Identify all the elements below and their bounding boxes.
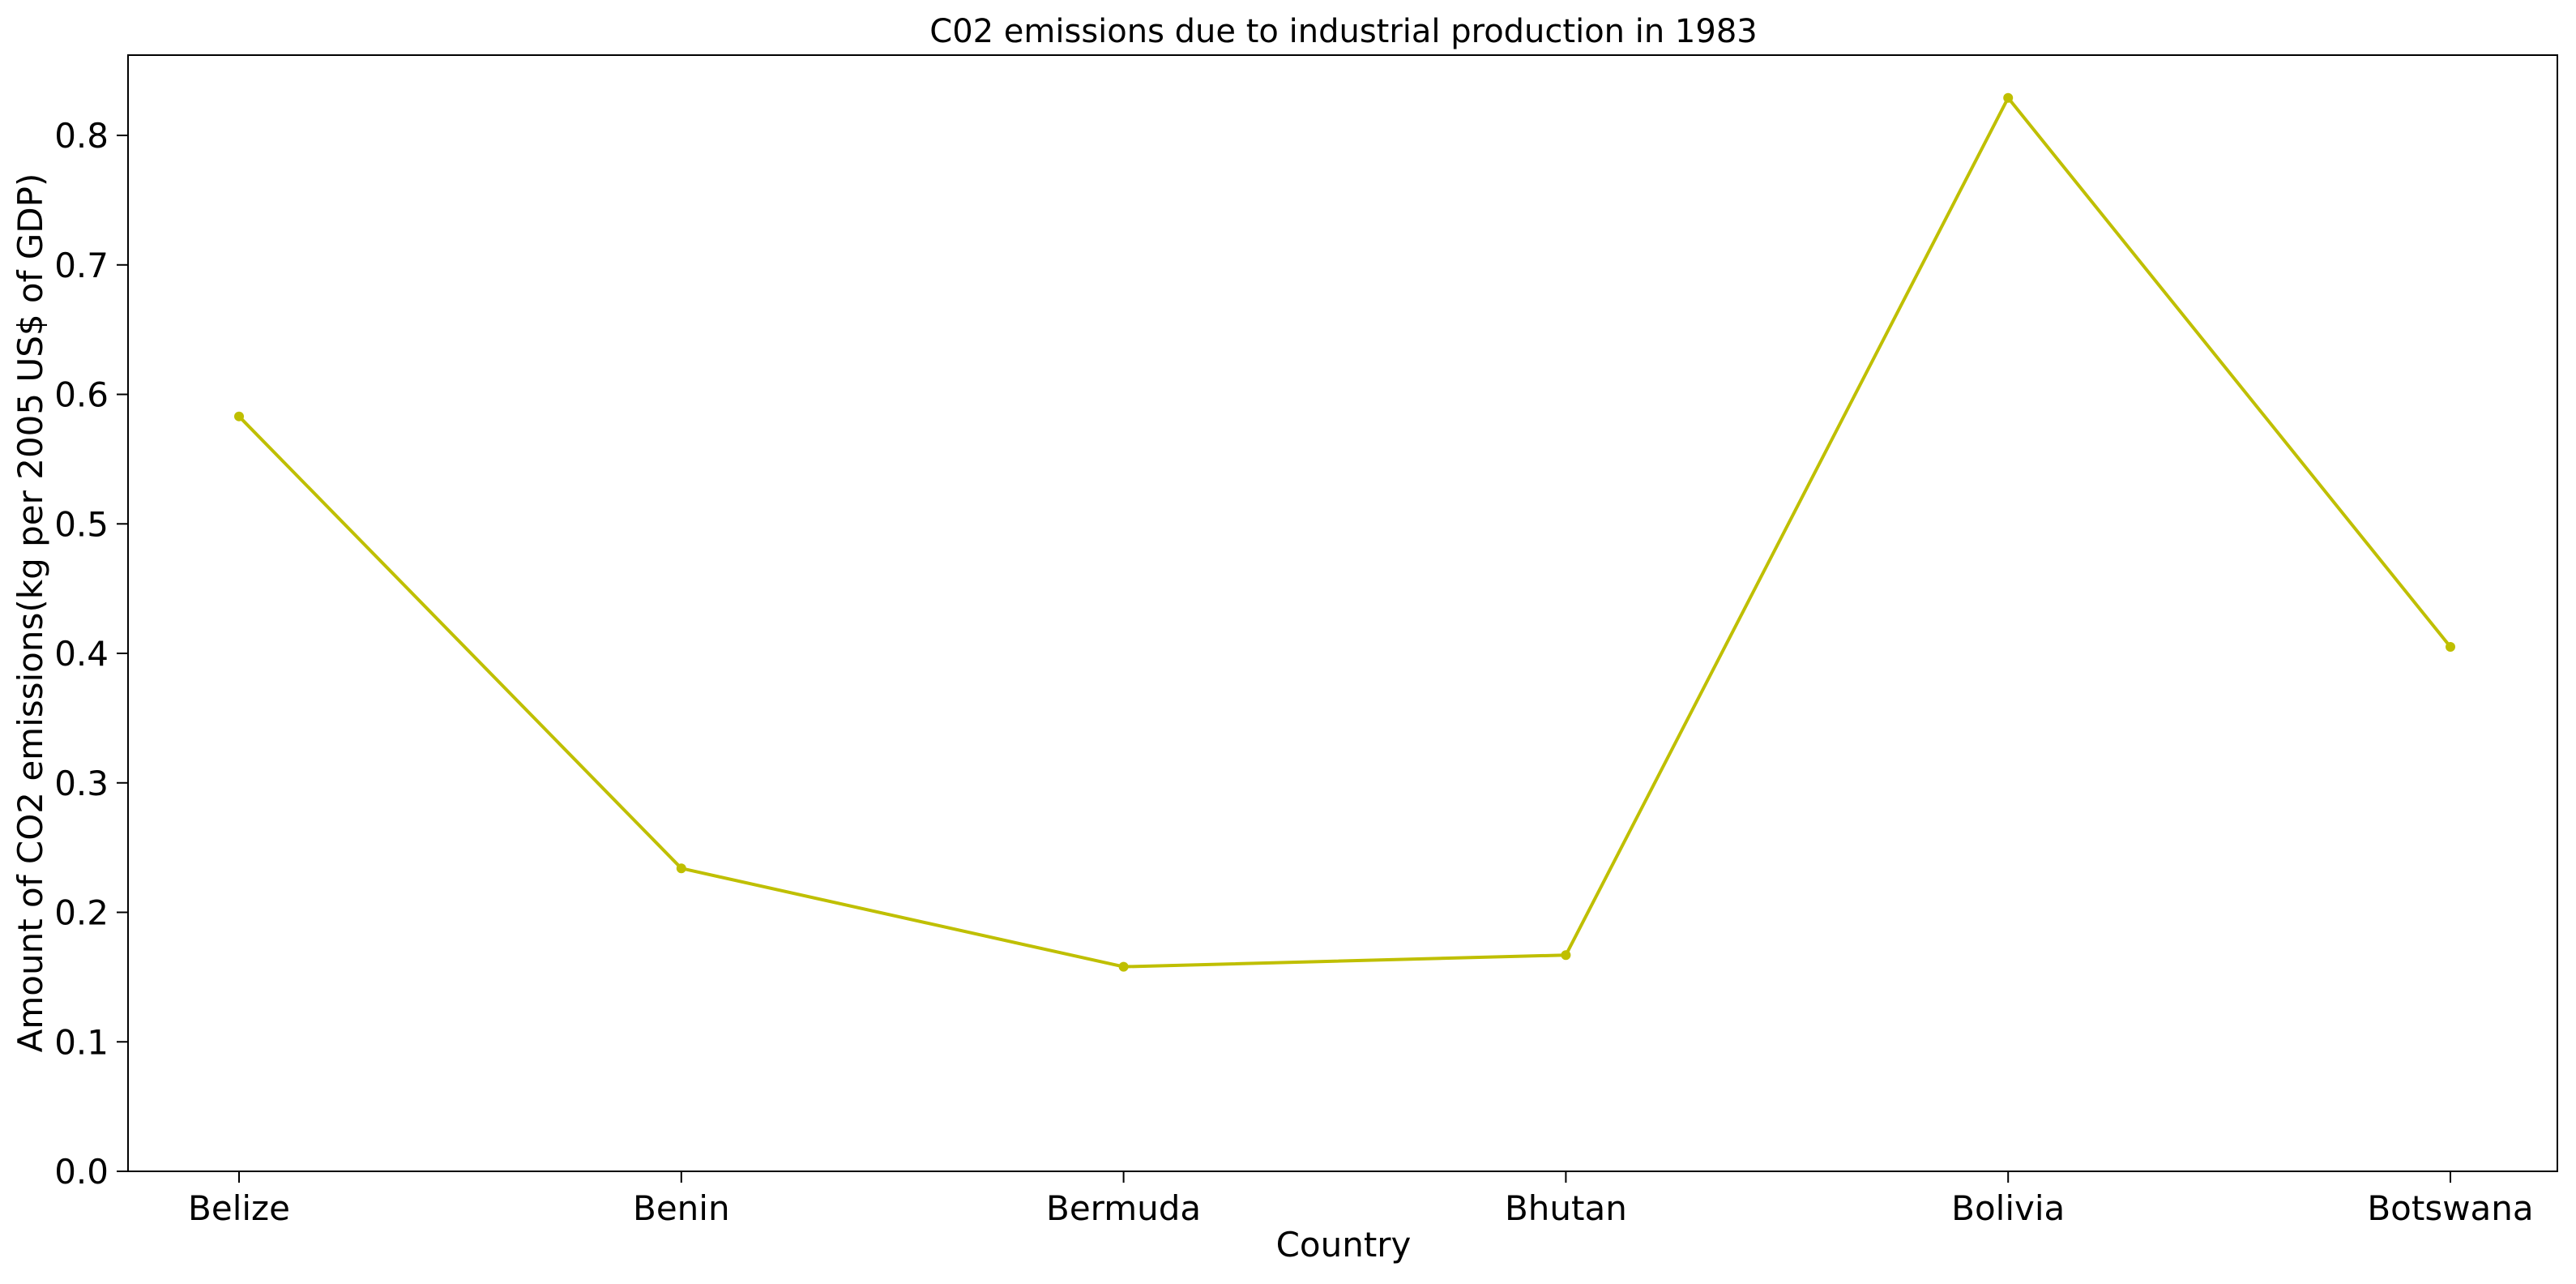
data-point bbox=[676, 863, 686, 874]
data-point bbox=[234, 411, 244, 422]
y-tick-label: 0.2 bbox=[54, 893, 109, 933]
y-tick-label: 0.1 bbox=[54, 1022, 109, 1062]
y-tick-label: 0.3 bbox=[54, 764, 109, 803]
x-tick-label: Bhutan bbox=[1505, 1188, 1627, 1228]
y-tick-label: 0.4 bbox=[54, 634, 109, 674]
data-point bbox=[1561, 950, 1571, 961]
y-tick-label: 0.0 bbox=[54, 1152, 109, 1192]
x-tick-label: Bolivia bbox=[1951, 1188, 2065, 1228]
data-point bbox=[2446, 642, 2455, 653]
data-point bbox=[1118, 961, 1129, 972]
x-axis-label: Country bbox=[1276, 1225, 1412, 1265]
x-tick-label: Benin bbox=[633, 1188, 730, 1228]
x-tick-label: Botswana bbox=[2367, 1188, 2533, 1228]
chart-title: C02 emissions due to industrial producti… bbox=[929, 13, 1757, 50]
x-tick-label: Belize bbox=[188, 1188, 290, 1228]
y-tick-label: 0.6 bbox=[54, 375, 109, 415]
y-tick-label: 0.7 bbox=[54, 246, 109, 285]
y-tick-label: 0.5 bbox=[54, 504, 109, 544]
x-tick-label: Bermuda bbox=[1046, 1188, 1201, 1228]
y-tick-label: 0.8 bbox=[54, 116, 109, 156]
series-layer bbox=[234, 92, 2455, 972]
x-axis: Belize Benin Bermuda Bhutan Bolivia Botswana bbox=[188, 1171, 2534, 1228]
series-line bbox=[237, 96, 2452, 969]
y-axis-label: Amount of CO2 emissions(kg per 2005 US$ … bbox=[11, 173, 50, 1053]
y-axis: 0.0 0.1 0.2 0.3 0.4 0.5 0.6 0.7 0.8 bbox=[54, 116, 128, 1192]
data-point bbox=[2003, 92, 2014, 103]
plot-frame bbox=[127, 54, 2558, 1172]
